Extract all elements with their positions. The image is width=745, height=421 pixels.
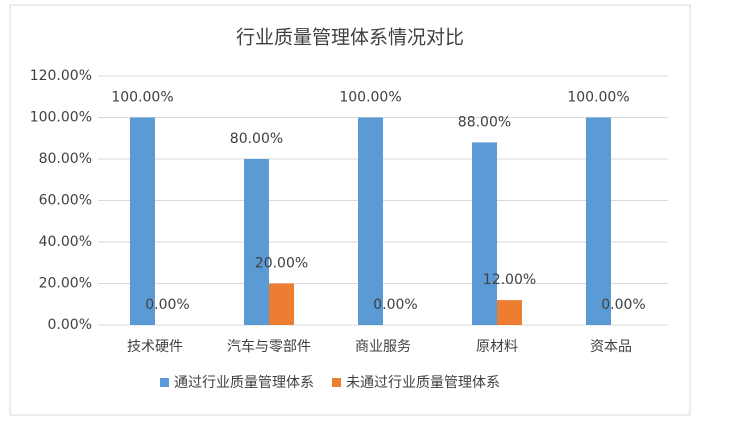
x-tick-label: 原材料 xyxy=(476,339,518,355)
bar xyxy=(497,300,522,325)
y-tick-label: 20.00% xyxy=(39,276,92,292)
value-label: 100.00% xyxy=(339,90,401,106)
x-tick-label: 资本品 xyxy=(590,339,632,355)
y-tick-label: 100.00% xyxy=(30,110,92,126)
x-tick-label: 汽车与零部件 xyxy=(227,338,311,355)
chart-title: 行业质量管理体系情况对比 xyxy=(236,27,464,49)
legend-swatch xyxy=(160,378,169,387)
bar xyxy=(244,159,269,325)
legend-swatch xyxy=(332,378,341,387)
value-label: 80.00% xyxy=(230,131,283,147)
y-tick-label: 60.00% xyxy=(39,193,92,209)
value-label: 88.00% xyxy=(458,114,511,130)
y-tick-label: 0.00% xyxy=(48,317,92,333)
x-tick-label: 技术硬件 xyxy=(127,339,183,355)
x-tick-label: 商业服务 xyxy=(355,339,411,355)
value-label: 0.00% xyxy=(145,297,189,313)
y-tick-label: 120.00% xyxy=(30,68,92,84)
value-label: 100.00% xyxy=(567,90,629,106)
bar xyxy=(472,142,497,325)
legend-label: 通过行业质量管理体系 xyxy=(174,375,314,391)
chart-frame xyxy=(9,4,691,416)
value-label: 0.00% xyxy=(373,297,417,313)
value-label: 20.00% xyxy=(255,256,308,272)
bar xyxy=(358,117,383,325)
y-tick-label: 40.00% xyxy=(39,234,92,250)
value-label: 12.00% xyxy=(483,272,536,288)
legend-label: 未通过行业质量管理体系 xyxy=(346,375,500,391)
bar xyxy=(130,117,155,325)
value-label: 0.00% xyxy=(601,297,645,313)
y-tick-label: 80.00% xyxy=(39,151,92,167)
bar xyxy=(269,283,294,325)
bar xyxy=(586,117,611,325)
value-label: 100.00% xyxy=(111,90,173,106)
